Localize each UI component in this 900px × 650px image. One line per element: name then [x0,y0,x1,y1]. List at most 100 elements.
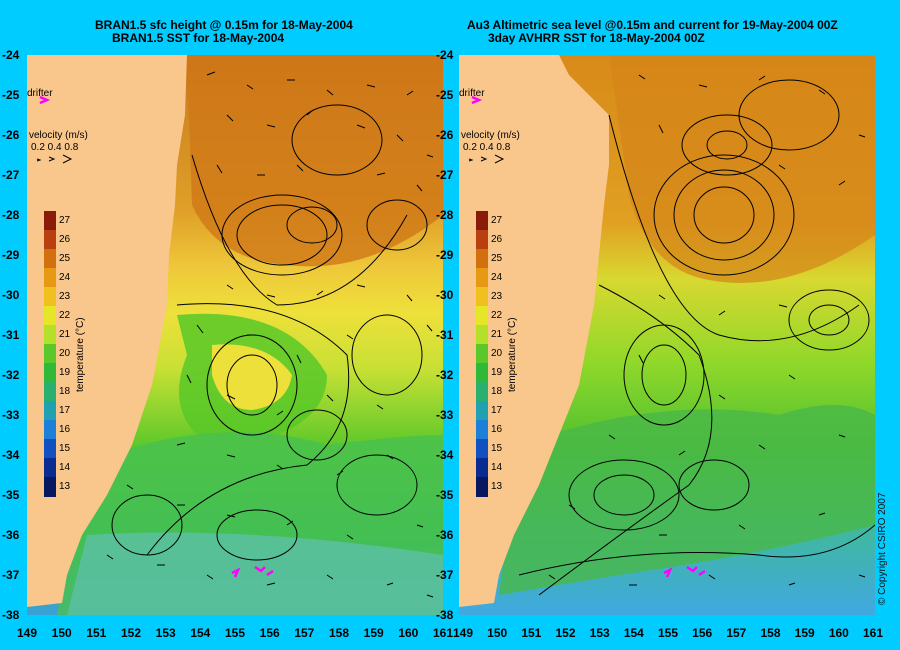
left-title-line1: BRAN1.5 sfc height @ 0.15m for 18-May-20… [95,18,353,32]
latitude-tick-label: -33 [2,408,20,422]
longitude-tick-label: 161 [863,626,884,640]
colorbar-tick-label: 24 [59,271,71,283]
left-map-svg [27,55,443,615]
drifter-legend-marker [471,95,483,105]
colorbar-tick-label: 16 [491,423,503,435]
latitude-tick-label: -27 [2,168,20,182]
latitude-tick-label: -27 [436,168,454,182]
colorbar-segment [44,230,56,250]
drifter-legend-marker [39,95,51,105]
latitude-tick-label: -36 [436,528,454,542]
right-colorbar [476,211,488,497]
longitude-tick-label: 151 [86,626,107,640]
colorbar-segment [44,268,56,288]
latitude-tick-label: -25 [2,88,20,102]
colorbar-tick-label: 20 [59,347,71,359]
colorbar-segment [44,344,56,364]
longitude-tick-label: 158 [329,626,350,640]
colorbar-segment [476,420,488,440]
colorbar-segment [476,249,488,269]
colorbar-tick-label: 16 [59,423,71,435]
cold-region [499,405,875,595]
colorbar-tick-label: 22 [491,309,503,321]
longitude-tick-label: 159 [363,626,384,640]
longitude-tick-label: 156 [692,626,713,640]
colorbar-tick-label: 14 [491,461,503,473]
longitude-tick-label: 149 [453,626,474,640]
colorbar-segment [476,325,488,345]
latitude-tick-label: -28 [436,208,454,222]
latitude-tick-label: -33 [436,408,454,422]
warm-eddy [187,55,443,267]
copyright-notice: © Copyright CSIRO 2007 [877,492,888,605]
longitude-tick-label: 157 [726,626,747,640]
longitude-tick-label: 152 [121,626,142,640]
australian-coast-land [459,55,609,607]
colorbar-tick-label: 25 [59,252,71,264]
colorbar-segment [476,287,488,307]
colorbar-segment [44,363,56,383]
colorbar-tick-label: 15 [59,442,71,454]
longitude-tick-label: 161 [433,626,454,640]
latitude-tick-label: -37 [2,568,20,582]
sea-level-contours [518,79,875,596]
drifter-track [231,565,274,578]
colorbar-tick-label: 26 [59,233,71,245]
colorbar-tick-label: 24 [491,271,503,283]
colorbar-tick-label: 20 [491,347,503,359]
latitude-tick-label: -29 [2,248,20,262]
colorbar-segment [476,401,488,421]
latitude-tick-label: -29 [436,248,454,262]
longitude-tick-label: 155 [658,626,679,640]
velocity-arrows [106,71,434,598]
latitude-tick-label: -28 [2,208,20,222]
sea-height-contours [111,104,428,561]
colorbar-segment [44,382,56,402]
colorbar-segment [476,230,488,250]
colorbar-segment [44,458,56,478]
colorbar-segment [44,249,56,269]
australian-coast-land [27,55,187,607]
longitude-tick-label: 153 [589,626,610,640]
colorbar-tick-label: 18 [491,385,503,397]
latitude-tick-label: -35 [436,488,454,502]
colorbar-segment [476,363,488,383]
right-velocity-values: 0.2 0.4 0.8 [463,142,511,153]
left-title-line2: BRAN1.5 SST for 18-May-2004 [112,31,285,45]
colorbar-segment [476,211,488,231]
colorbar-segment [44,420,56,440]
latitude-tick-label: -30 [2,288,20,302]
right-map-svg [459,55,875,615]
latitude-tick-label: -32 [436,368,454,382]
latitude-tick-label: -26 [436,128,454,142]
velocity-legend-arrows [36,154,73,164]
colorbar-segment [44,325,56,345]
colorbar-tick-label: 17 [491,404,503,416]
latitude-tick-label: -30 [436,288,454,302]
latitude-tick-label: -37 [436,568,454,582]
colorbar-tick-label: 23 [491,290,503,302]
left-velocity-values: 0.2 0.4 0.8 [31,142,79,153]
longitude-tick-label: 154 [623,626,644,640]
colorbar-segment [44,211,56,231]
colorbar-segment [44,439,56,459]
left-colorbar [44,211,56,497]
colorbar-tick-label: 17 [59,404,71,416]
colorbar-tick-label: 26 [491,233,503,245]
longitude-tick-label: 154 [190,626,211,640]
colorbar-segment [476,439,488,459]
longitude-tick-label: 152 [555,626,576,640]
longitude-tick-label: 159 [794,626,815,640]
right-velocity-label: velocity (m/s) [461,130,520,141]
latitude-tick-label: -31 [2,328,20,342]
colorbar-tick-label: 13 [59,480,71,492]
longitude-tick-label: 150 [487,626,508,640]
colorbar-tick-label: 25 [491,252,503,264]
latitude-tick-label: -35 [2,488,20,502]
latitude-tick-label: -32 [2,368,20,382]
longitude-tick-label: 160 [398,626,419,640]
colorbar-segment [476,306,488,326]
drifter-track [663,565,706,578]
colorbar-tick-label: 18 [59,385,71,397]
colorbar-tick-label: 15 [491,442,503,454]
